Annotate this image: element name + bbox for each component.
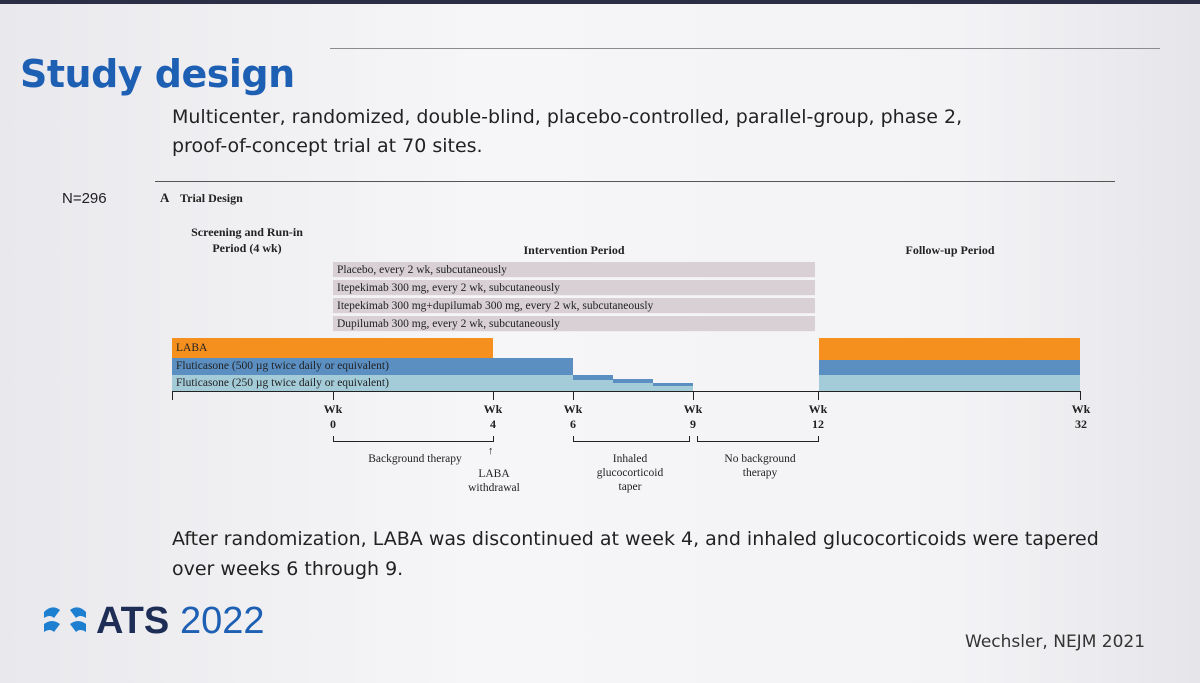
label-line: glucocorticoid (596, 467, 664, 479)
label-line: withdrawal (468, 482, 520, 494)
laba-bar: LABA (172, 338, 493, 358)
wk-num: 12 (812, 417, 824, 431)
tick (1080, 392, 1081, 400)
tick (693, 392, 694, 400)
tick (172, 392, 173, 400)
ats-logo-icon (40, 602, 90, 642)
label-line: therapy (742, 467, 778, 479)
week-label-32: Wk 32 (1066, 402, 1096, 432)
wk-num: 32 (1075, 417, 1087, 431)
footer-text-line: After randomization, LABA was discontinu… (172, 528, 1099, 550)
label-line: taper (618, 481, 642, 493)
label-line: No background (724, 453, 796, 465)
wk: Wk (683, 402, 703, 416)
no-background-label: No background therapy (700, 452, 820, 480)
wk: Wk (1071, 402, 1091, 416)
followup-flut250-bar (819, 375, 1080, 391)
subtitle-line: proof-of-concept trial at 70 sites. (172, 135, 483, 157)
arm-combination: Itepekimab 300 mg+dupilumab 300 mg, ever… (333, 298, 815, 314)
week-label-6: Wk 6 (558, 402, 588, 432)
label-line: Inhaled (612, 453, 648, 465)
wk-num: 4 (490, 417, 496, 431)
taper-step (653, 383, 693, 391)
arm-itepekimab: Itepekimab 300 mg, every 2 wk, subcutane… (333, 280, 815, 296)
fluticasone-500-bar: Fluticasone (500 µg twice daily or equiv… (172, 358, 573, 375)
sample-size: N=296 (62, 190, 107, 207)
label-line: Screening and Run-in (191, 225, 303, 239)
followup-laba-bar (819, 338, 1080, 360)
tick (333, 392, 334, 400)
tick (818, 392, 819, 400)
arm-placebo: Placebo, every 2 wk, subcutaneously (333, 262, 815, 278)
week-label-12: Wk 12 (803, 402, 833, 432)
label-line: Period (4 wk) (212, 241, 282, 255)
citation: Wechsler, NEJM 2021 (965, 632, 1146, 652)
logo-year: 2022 (180, 600, 265, 642)
screening-period-label: Screening and Run-in Period (4 wk) (172, 224, 322, 256)
bracket-taper (573, 436, 690, 442)
panel-letter: A (160, 190, 170, 205)
arm-dupilumab: Dupilumab 300 mg, every 2 wk, subcutaneo… (333, 316, 815, 332)
label-line: LABA (478, 468, 510, 480)
week-label-4: Wk 4 (478, 402, 508, 432)
top-bar (0, 0, 1200, 4)
panel-title: Trial Design (180, 191, 243, 205)
taper-step (613, 379, 653, 391)
intervention-period-label: Intervention Period (523, 243, 625, 257)
ics-taper-label: Inhaled glucocorticoid taper (575, 452, 685, 494)
logo-ats: ATS (96, 600, 170, 642)
slide-title: Study design (20, 52, 295, 96)
wk-num: 6 (570, 417, 576, 431)
diagram-divider (155, 181, 1115, 182)
tick (573, 392, 574, 400)
bracket-background (333, 436, 494, 442)
followup-period-label: Follow-up Period (905, 243, 995, 257)
wk: Wk (483, 402, 503, 416)
background-therapy-label: Background therapy (368, 453, 462, 465)
wk: Wk (563, 402, 583, 416)
week-label-9: Wk 9 (678, 402, 708, 432)
subtitle-line: Multicenter, randomized, double-blind, p… (172, 106, 963, 128)
laba-withdrawal-label: LABA withdrawal (450, 467, 538, 495)
tick (493, 392, 494, 400)
taper-step (573, 375, 613, 391)
wk-num: 9 (690, 417, 696, 431)
followup-flut500-bar (819, 360, 1080, 375)
wk-num: 0 (330, 417, 336, 431)
week-label-0: Wk 0 (318, 402, 348, 432)
wk: Wk (808, 402, 828, 416)
wk: Wk (323, 402, 343, 416)
title-divider (330, 48, 1160, 49)
bracket-no-background (697, 436, 819, 442)
fluticasone-250-bar: Fluticasone (250 µg twice daily or equiv… (172, 375, 573, 391)
timeline-axis (172, 391, 1081, 392)
footer-text-line: over weeks 6 through 9. (172, 558, 404, 580)
arrow-up-icon: ↑ (488, 445, 494, 457)
